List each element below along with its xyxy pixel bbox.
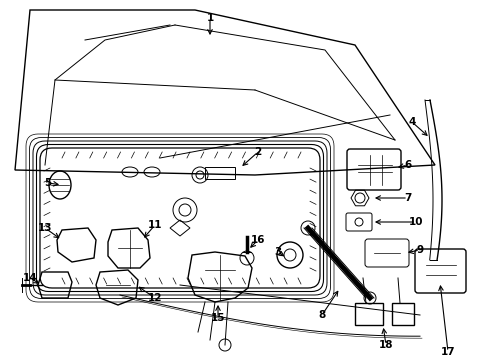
Text: 3: 3: [274, 247, 281, 257]
Text: 17: 17: [440, 347, 454, 357]
Text: 7: 7: [404, 193, 411, 203]
Text: 1: 1: [206, 13, 213, 23]
Text: 14: 14: [22, 273, 37, 283]
Text: 9: 9: [416, 245, 423, 255]
Text: 13: 13: [38, 223, 52, 233]
Text: 15: 15: [210, 313, 225, 323]
Text: 8: 8: [318, 310, 325, 320]
Text: 10: 10: [408, 217, 423, 227]
Text: 6: 6: [404, 160, 411, 170]
Text: 16: 16: [250, 235, 264, 245]
Text: 5: 5: [44, 178, 52, 188]
Text: 12: 12: [147, 293, 162, 303]
Text: 18: 18: [378, 340, 392, 350]
Text: 2: 2: [254, 147, 261, 157]
Text: 11: 11: [147, 220, 162, 230]
Text: 4: 4: [407, 117, 415, 127]
